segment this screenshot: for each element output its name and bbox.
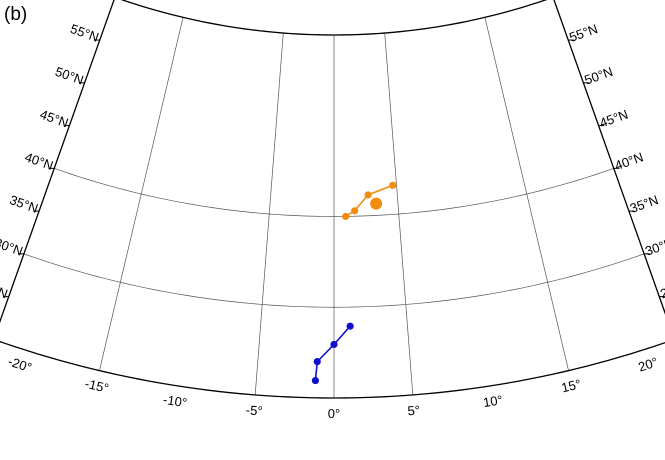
lat-label-left: 50°N bbox=[53, 64, 85, 88]
lon-label: 15° bbox=[560, 376, 583, 395]
lat-label-left: 35°N bbox=[8, 192, 40, 216]
meridian-15 bbox=[484, 17, 569, 371]
orange-track-large-marker bbox=[370, 197, 383, 210]
lat-label-left: 60°N bbox=[84, 0, 116, 2]
lat-label-right: 50°N bbox=[582, 64, 614, 88]
lat-label-left: 55°N bbox=[68, 21, 100, 45]
lat-label-right: 25°N bbox=[658, 278, 665, 302]
blue-track-point bbox=[330, 340, 338, 349]
meridian--15 bbox=[99, 17, 184, 371]
graticule bbox=[23, 17, 645, 398]
lat-label-right: 60°N bbox=[552, 0, 584, 2]
meridian--5 bbox=[254, 33, 284, 395]
lat-label-left: 30°N bbox=[0, 235, 25, 259]
orange-track-point bbox=[342, 212, 350, 221]
lat-label-right: 45°N bbox=[598, 107, 630, 131]
blue-track-point bbox=[346, 322, 354, 330]
lon-label: 10° bbox=[482, 392, 504, 410]
lat-label-left: 40°N bbox=[23, 149, 55, 173]
lat-label-right: 30°N bbox=[643, 235, 665, 259]
lat-label-left: 25°N bbox=[0, 278, 10, 302]
blue-track-point bbox=[311, 376, 319, 385]
lon-label: -20° bbox=[6, 354, 33, 376]
storm-tracks bbox=[311, 181, 397, 385]
orange-track-line bbox=[345, 184, 394, 218]
lon-label: -10° bbox=[162, 392, 188, 411]
orange-track-point bbox=[389, 181, 397, 189]
lat-label-right: 40°N bbox=[613, 149, 645, 173]
lon-label: -15° bbox=[83, 376, 110, 396]
lon-label: 20° bbox=[636, 354, 659, 374]
panel-label: (b) bbox=[4, 4, 27, 25]
map-frame bbox=[0, 0, 665, 399]
orange-track-point bbox=[364, 191, 372, 199]
blue-track-line bbox=[314, 325, 351, 381]
lon-label: 5° bbox=[407, 402, 421, 418]
lon-label: -5° bbox=[245, 402, 263, 418]
lon-label: 0° bbox=[328, 406, 340, 421]
orange-track-point bbox=[351, 207, 359, 215]
meridian-5 bbox=[384, 33, 414, 395]
lat-label-right: 35°N bbox=[628, 192, 660, 216]
lat-label-left: 45°N bbox=[38, 107, 70, 131]
lat-label-right: 55°N bbox=[567, 21, 599, 45]
frame-outline bbox=[0, 0, 665, 399]
blue-track-point bbox=[313, 357, 321, 366]
